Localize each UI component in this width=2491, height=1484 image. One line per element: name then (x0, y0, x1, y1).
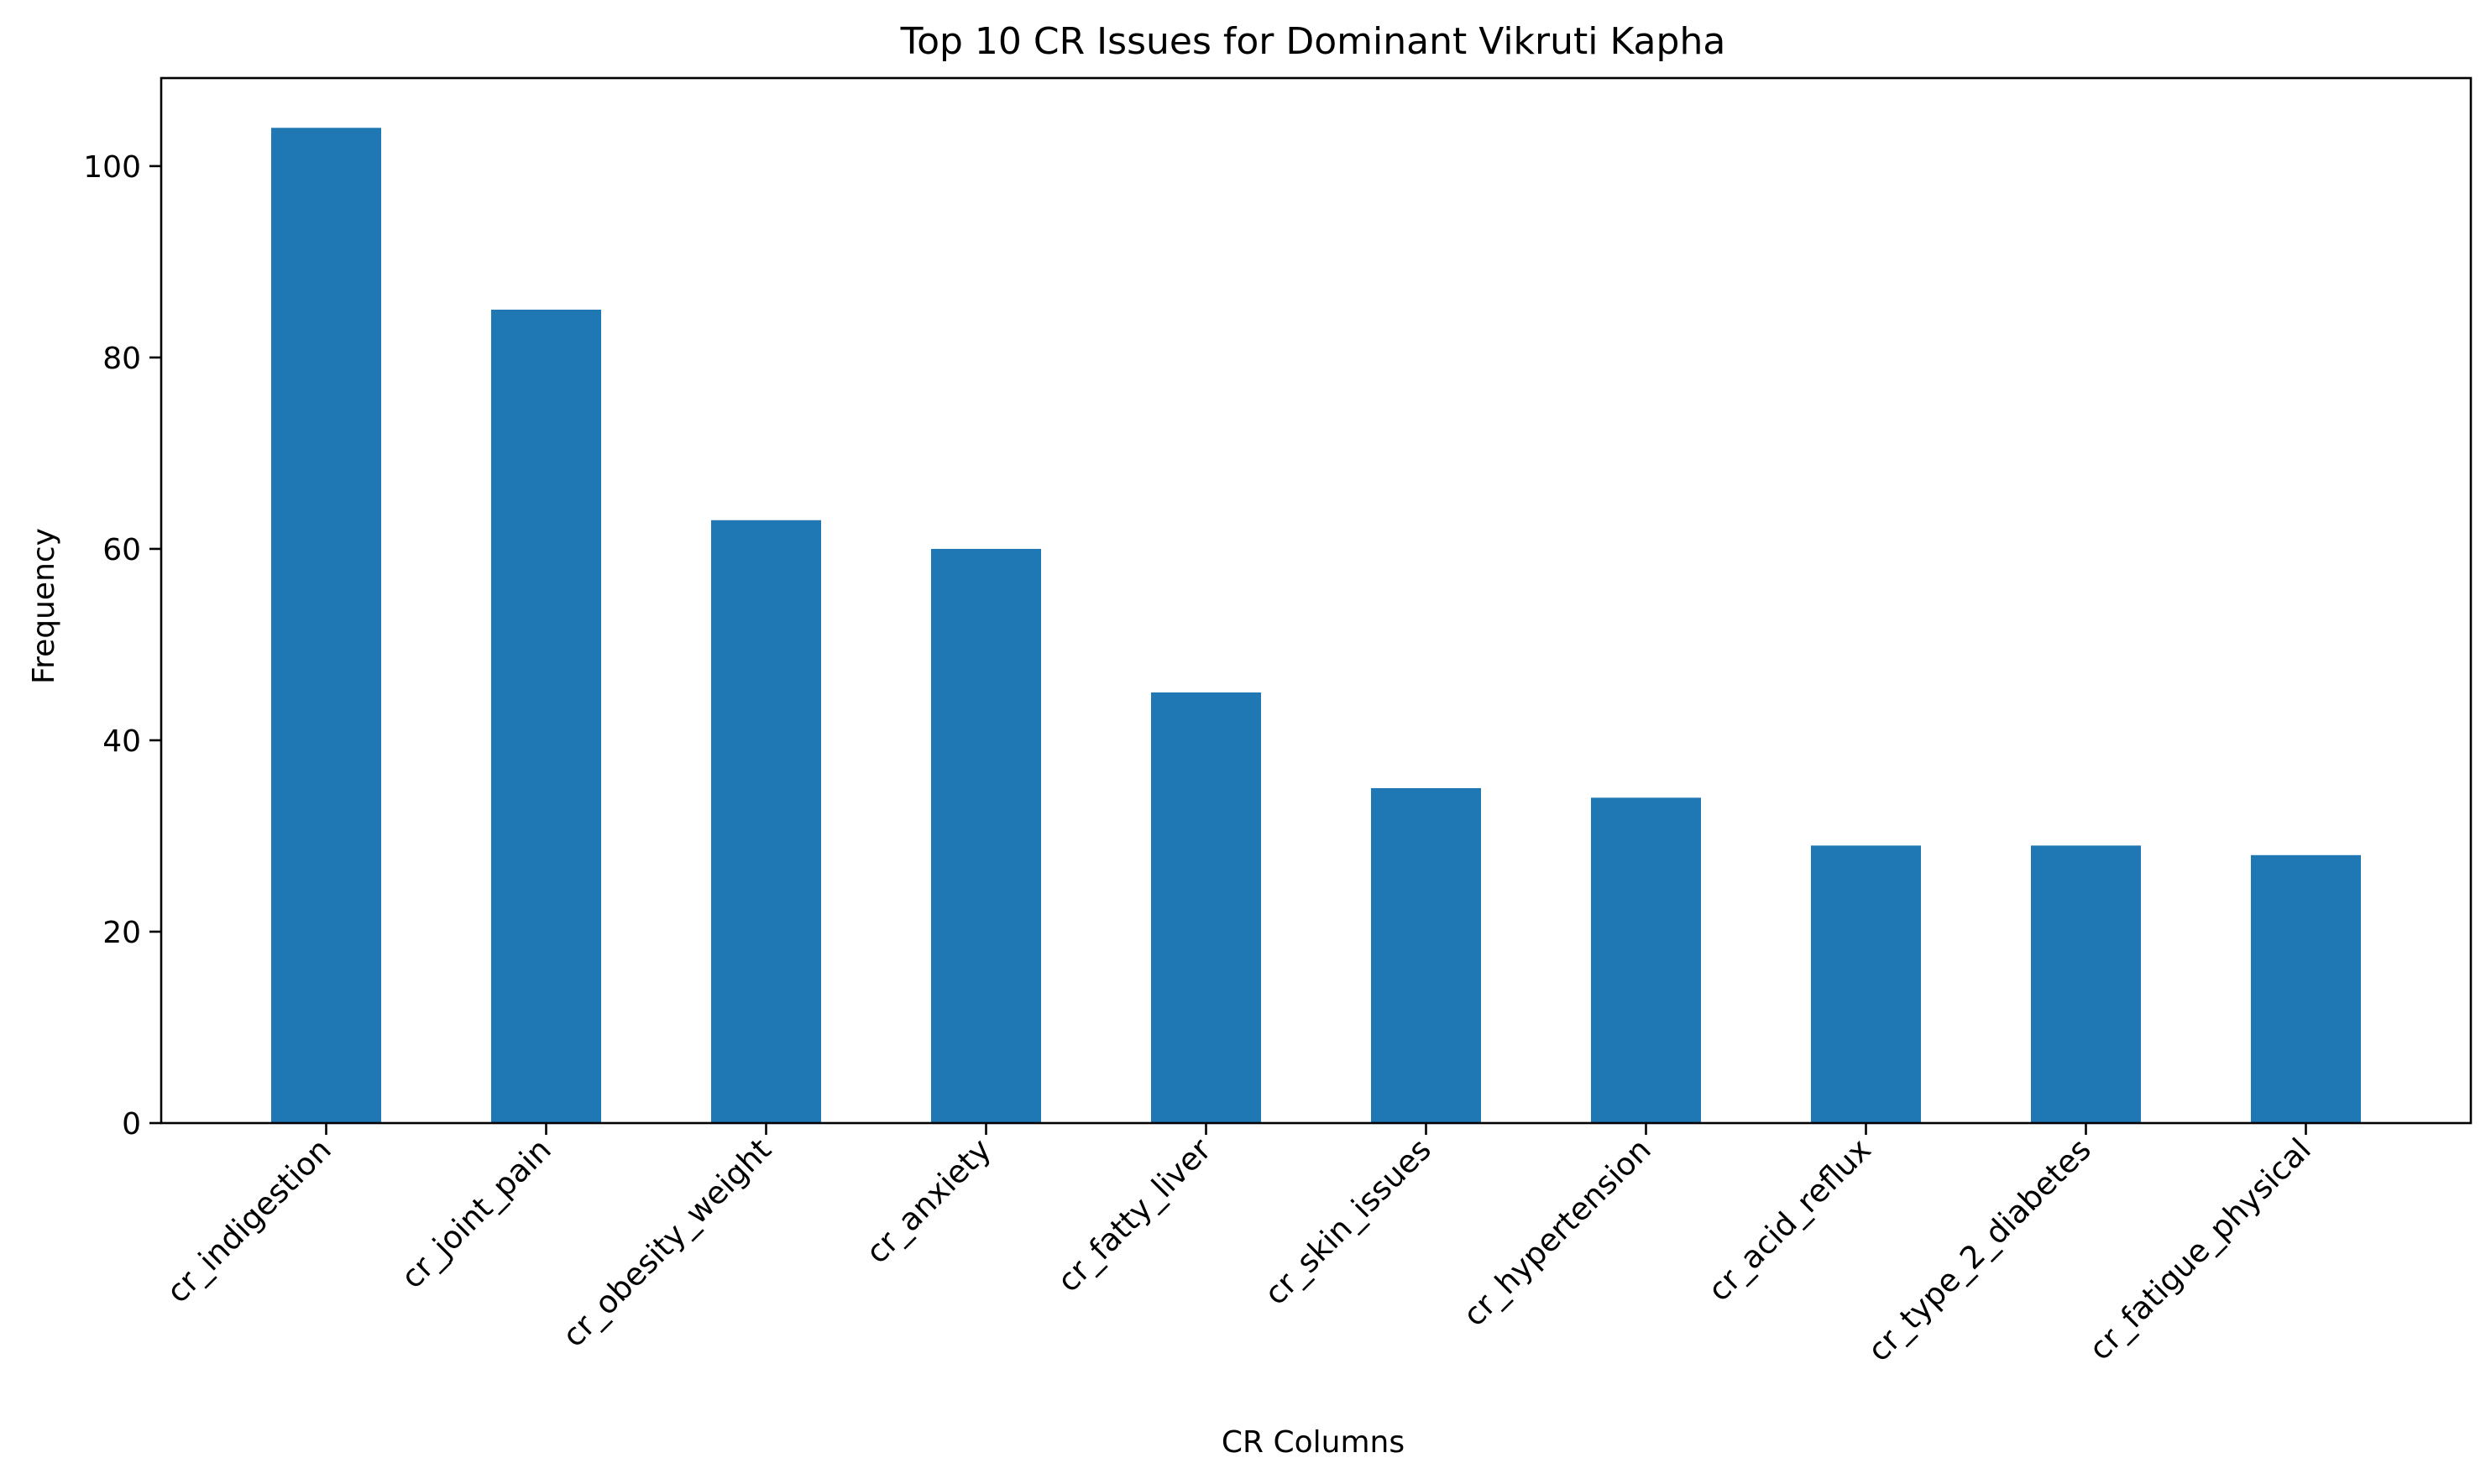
y-tick-label: 20 (102, 916, 141, 950)
bar-cr_anxiety (931, 548, 1041, 1123)
y-tick-label: 60 (102, 533, 141, 567)
y-tick-label: 100 (83, 150, 141, 185)
y-axis-label: Frequency (27, 528, 61, 684)
bars-group (271, 128, 2361, 1123)
bar-cr_obesity_weight (711, 520, 821, 1123)
plot-area-frame (160, 76, 2473, 1125)
bar-cr_acid_reflux (1811, 845, 1921, 1123)
bar-cr_indigestion (271, 128, 381, 1123)
bar-cr_fatty_liver (1151, 692, 1261, 1123)
y-tick-label: 40 (102, 724, 141, 759)
bar-cr_skin_issues (1371, 787, 1481, 1123)
chart-title: Top 10 CR Issues for Dominant Vikruti Ka… (900, 20, 1726, 63)
bar-cr_type_2_diabetes (2031, 845, 2141, 1123)
bar-cr_fatigue_physical (2251, 854, 2361, 1123)
y-axis-ticks: 0 20 40 60 80 100 (83, 150, 161, 1142)
bar-cr_hypertension (1591, 797, 1701, 1123)
y-tick-label: 80 (102, 342, 141, 376)
bar-cr_joint_pain (491, 309, 601, 1123)
y-tick-label: 0 (122, 1107, 141, 1142)
x-axis-label: CR Columns (1222, 1425, 1405, 1460)
